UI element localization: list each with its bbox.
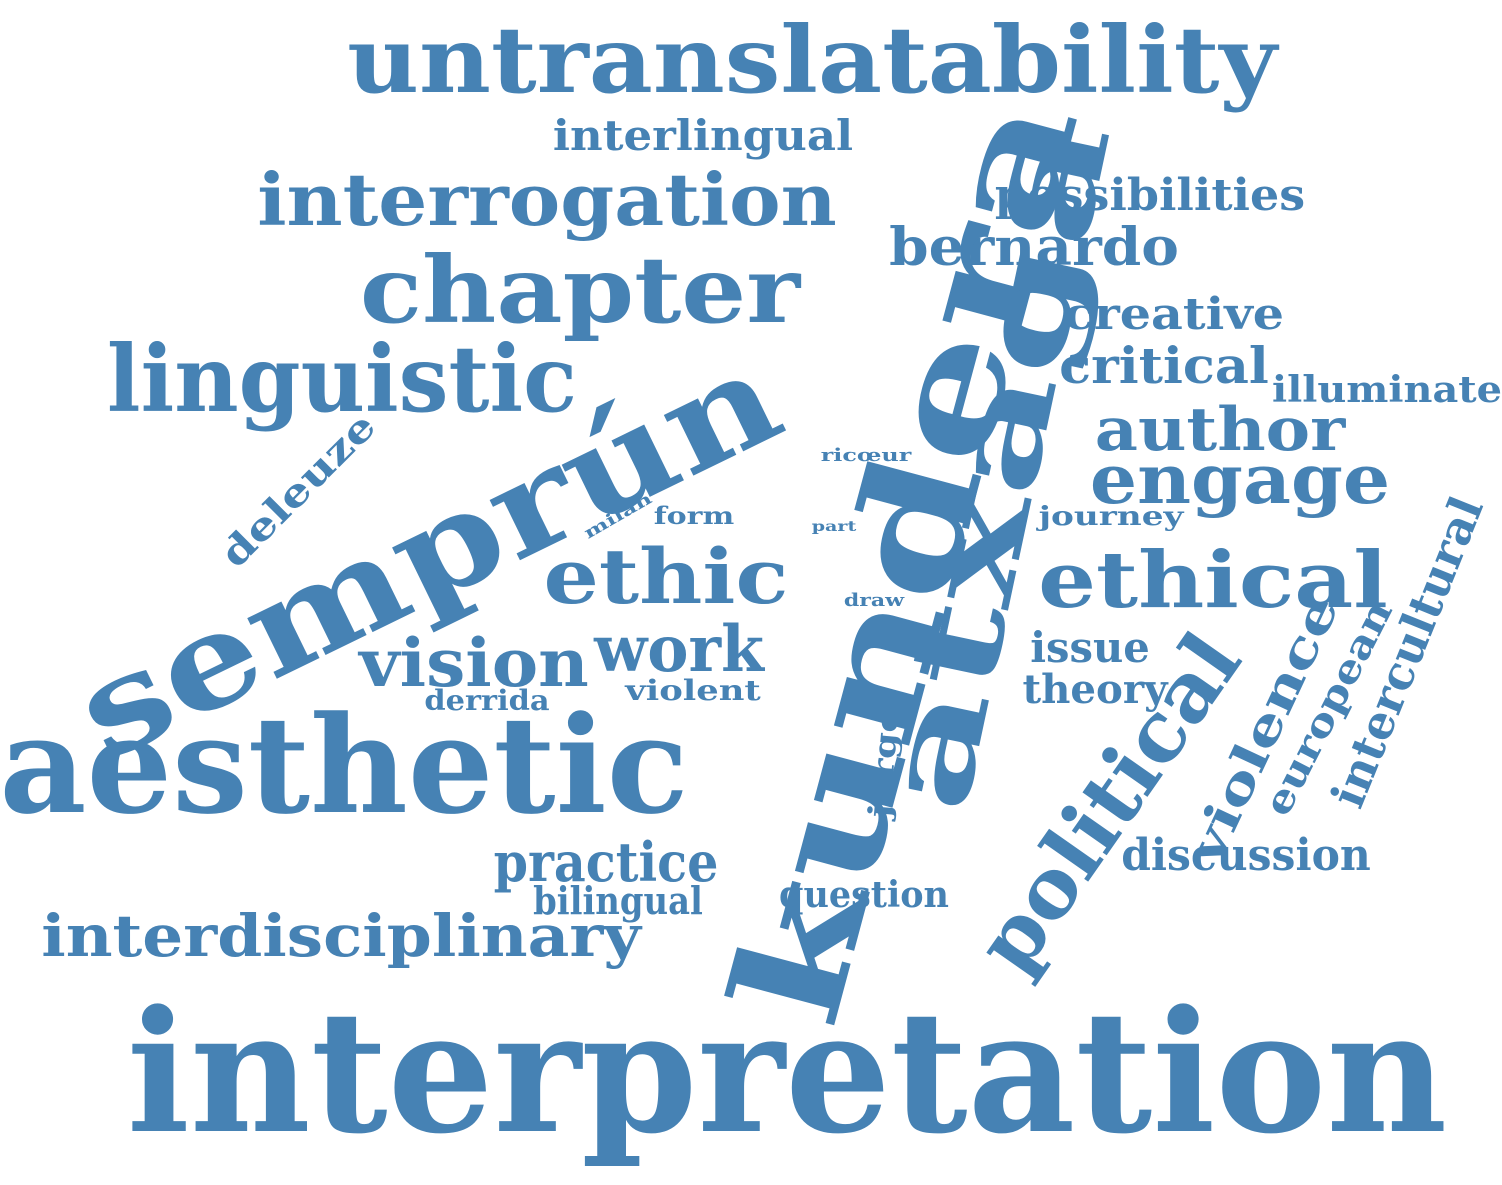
word-draw: draw	[843, 590, 905, 611]
word-bernardo: bernardo	[889, 217, 1179, 278]
word-work: work	[594, 612, 764, 687]
word-possibilities: possibilities	[994, 170, 1306, 221]
word-chapter: chapter	[359, 236, 801, 344]
word-issue: issue	[1030, 623, 1150, 672]
word-part: part	[811, 519, 857, 535]
word-vision: vision	[359, 624, 589, 702]
word-creative: creative	[1063, 289, 1285, 340]
word-derrida: derrida	[424, 684, 550, 717]
word-violent: violent	[625, 674, 761, 707]
word-ethic: ethic	[543, 532, 789, 621]
word-aesthetic: aesthetic	[0, 686, 689, 844]
word-critical: critical	[1059, 336, 1269, 395]
word-interpretation: interpretation	[126, 973, 1448, 1171]
word-interlingual: interlingual	[552, 111, 854, 160]
word-ricoeur: ricœur	[820, 445, 912, 466]
word-discussion: discussion	[1121, 830, 1371, 881]
word-illuminate: illuminate	[1271, 369, 1502, 411]
word-ethical: ethical	[1038, 535, 1388, 626]
word-untranslatability: untranslatability	[347, 6, 1277, 114]
word-journey: journey	[1038, 502, 1184, 532]
word-practice: practice	[493, 830, 719, 894]
word-engage: engage	[1089, 440, 1391, 520]
word-theory: theory	[1022, 666, 1168, 713]
word-linguistic: linguistic	[106, 325, 578, 433]
word-author: author	[1094, 395, 1346, 465]
word-form: form	[653, 501, 735, 530]
word-bilingual: bilingual	[533, 878, 703, 923]
word-interrogation: interrogation	[257, 157, 837, 242]
word-question: question	[779, 874, 949, 916]
word-interdisciplinary: interdisciplinary	[41, 902, 641, 970]
